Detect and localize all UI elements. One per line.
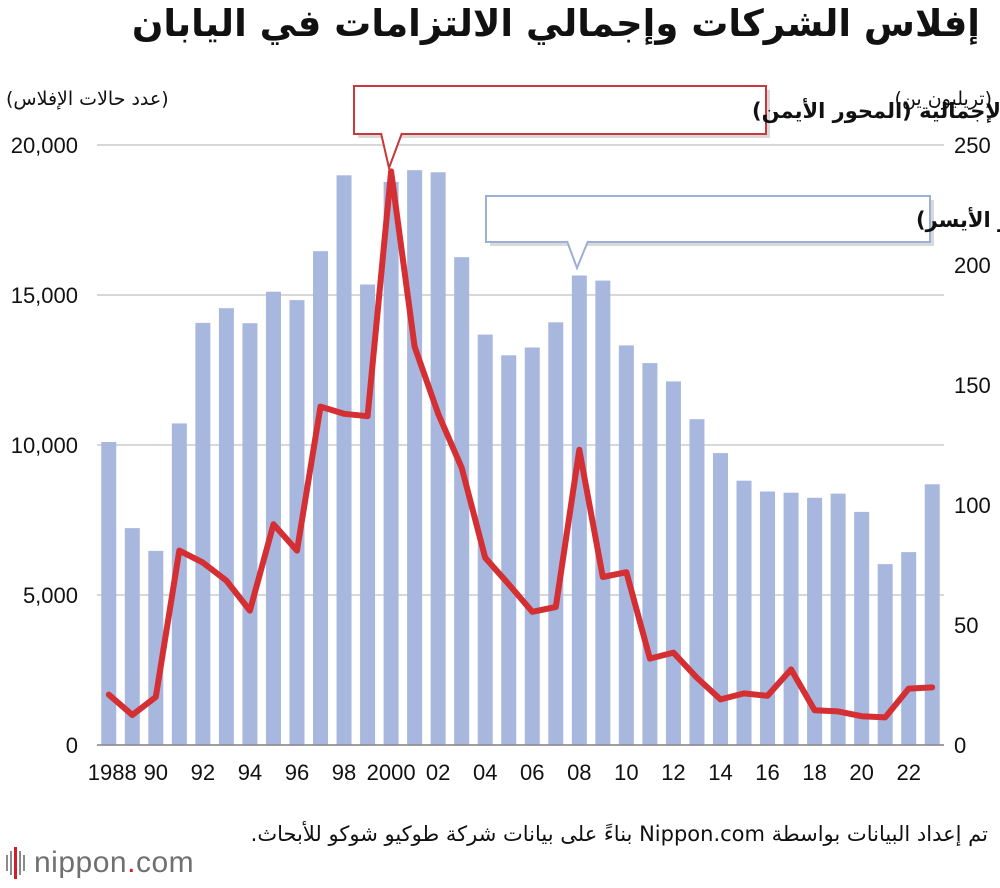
- x-tick-label: 22: [896, 760, 920, 785]
- bar: [736, 480, 752, 745]
- nippon-logo-text: nippon.com: [34, 846, 195, 879]
- right-tick-label: 200: [954, 253, 991, 278]
- bar: [477, 334, 493, 745]
- right-tick-label: 0: [954, 733, 966, 758]
- x-tick-label: 96: [285, 760, 309, 785]
- liabilities-callout-box: [353, 85, 767, 135]
- x-tick-label: 98: [332, 760, 356, 785]
- bar: [830, 493, 846, 745]
- right-axis-label: (تريليون ين): [894, 88, 992, 110]
- right-tick-label: 250: [954, 133, 991, 158]
- right-tick-label: 50: [954, 613, 978, 638]
- x-tick-label: 12: [661, 760, 685, 785]
- bar: [336, 175, 352, 746]
- bar: [689, 419, 705, 745]
- left-axis-label: (عدد حالات الإفلاس): [6, 88, 169, 110]
- bar: [783, 492, 799, 745]
- bar: [430, 172, 446, 746]
- nippon-logo-icon: [6, 847, 25, 879]
- bar: [289, 300, 305, 745]
- bar: [124, 528, 140, 745]
- liabilities-callout-pointer: [380, 132, 403, 172]
- right-tick-label: 150: [954, 373, 991, 398]
- nippon-logo: nippon.com: [4, 843, 194, 883]
- bar: [618, 345, 634, 745]
- source-note: تم إعداد البيانات بواسطة Nippon.com بناء…: [250, 822, 988, 846]
- bar: [924, 484, 940, 745]
- left-tick-label: 0: [66, 733, 78, 758]
- x-tick-label: 94: [238, 760, 262, 785]
- x-tick-label: 10: [614, 760, 638, 785]
- bar: [877, 564, 893, 745]
- bar: [712, 453, 728, 745]
- x-tick-label: 90: [144, 760, 168, 785]
- left-tick-label: 10,000: [11, 433, 78, 458]
- x-tick-label: 20: [849, 760, 873, 785]
- bankruptcies-callout-pointer: [566, 240, 589, 271]
- x-tick-label: 06: [520, 760, 544, 785]
- bar: [313, 251, 329, 745]
- bar: [665, 381, 681, 745]
- bar: [642, 363, 658, 745]
- liabilities-callout-label: الالتزامات الإجمالية (المحور الأيمن): [752, 97, 1000, 123]
- liabilities-line: [105, 168, 936, 721]
- bar: [807, 497, 823, 745]
- x-tick-label: 14: [708, 760, 732, 785]
- left-tick-label: 5,000: [23, 583, 78, 608]
- x-tick-label: 18: [802, 760, 826, 785]
- bankruptcies-callout: إجمالي حالات الإفلاس (المحور الأيسر): [485, 195, 1000, 271]
- x-tick-label: 2000: [367, 760, 416, 785]
- x-tick-label: 02: [426, 760, 450, 785]
- x-tick-label: 16: [755, 760, 779, 785]
- bar: [901, 552, 917, 745]
- bar: [101, 442, 117, 745]
- bar: [595, 280, 611, 745]
- left-tick-label: 20,000: [11, 133, 78, 158]
- bar: [171, 423, 187, 745]
- bar: [524, 347, 540, 745]
- x-tick-label: 04: [473, 760, 497, 785]
- bankruptcies-callout-box: [485, 195, 931, 243]
- bar: [195, 322, 211, 745]
- bar: [454, 257, 470, 745]
- x-tick-label: 1988: [88, 760, 137, 785]
- chart-area: 0 5,000 10,000 15,000 20,000 0 50 100 150 200 250 1…: [11, 85, 1000, 785]
- bar: [760, 491, 776, 745]
- bar: [407, 170, 423, 745]
- bar: [383, 181, 399, 745]
- chart-title: إفلاس الشركات وإجمالي الالتزامات في اليا…: [131, 2, 980, 45]
- liabilities-callout: الالتزامات الإجمالية (المحور الأيمن): [353, 85, 1000, 172]
- bar: [218, 308, 234, 745]
- x-tick-label: 08: [567, 760, 591, 785]
- x-tick-label: 92: [191, 760, 215, 785]
- bar: [548, 322, 564, 745]
- bar: [265, 291, 281, 745]
- bar: [854, 511, 870, 745]
- bar: [242, 323, 258, 745]
- right-tick-label: 100: [954, 493, 991, 518]
- left-tick-label: 15,000: [11, 283, 78, 308]
- bankruptcies-callout-label: إجمالي حالات الإفلاس (المحور الأيسر): [916, 206, 1000, 232]
- bar: [571, 275, 587, 745]
- bar: [501, 355, 517, 745]
